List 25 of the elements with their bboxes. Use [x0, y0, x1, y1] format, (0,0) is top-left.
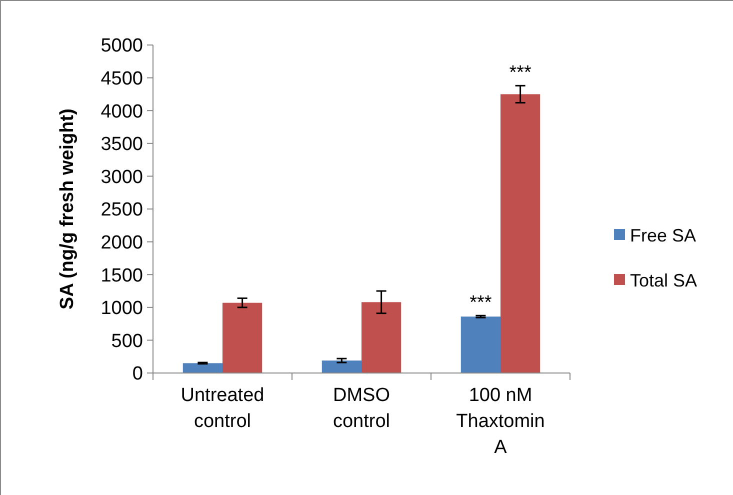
y-tick-label: 2500 — [100, 200, 143, 221]
bar — [322, 360, 362, 373]
annotation: *** — [470, 292, 492, 314]
bar — [500, 94, 540, 373]
bar — [460, 316, 500, 373]
y-tick-label: 2000 — [100, 232, 143, 254]
legend-label: Free SA — [630, 225, 696, 246]
x-tick-label: 100 nM Thaxtomin A — [456, 385, 545, 458]
y-tick-label: 1500 — [100, 265, 143, 286]
y-tick-label: 4000 — [100, 101, 143, 122]
bar — [222, 302, 262, 373]
y-tick-label: 5000 — [100, 36, 143, 57]
annotation: *** — [509, 62, 532, 84]
x-tick-label: Untreated control — [180, 385, 264, 432]
y-tick-label: 0 — [132, 364, 143, 385]
y-tick-label: 4500 — [100, 68, 143, 90]
y-axis-title: SA (ng/g fresh weight) — [57, 108, 78, 310]
y-tick-label: 500 — [111, 330, 143, 352]
bar — [362, 302, 402, 373]
y-tick-label: 3500 — [100, 134, 143, 156]
y-tick-label: 1000 — [100, 298, 143, 320]
x-tick-label: DMSO control — [332, 385, 390, 432]
y-tick-label: 3000 — [100, 166, 143, 188]
bar — [182, 363, 222, 373]
legend-label: Total SA — [630, 270, 698, 290]
